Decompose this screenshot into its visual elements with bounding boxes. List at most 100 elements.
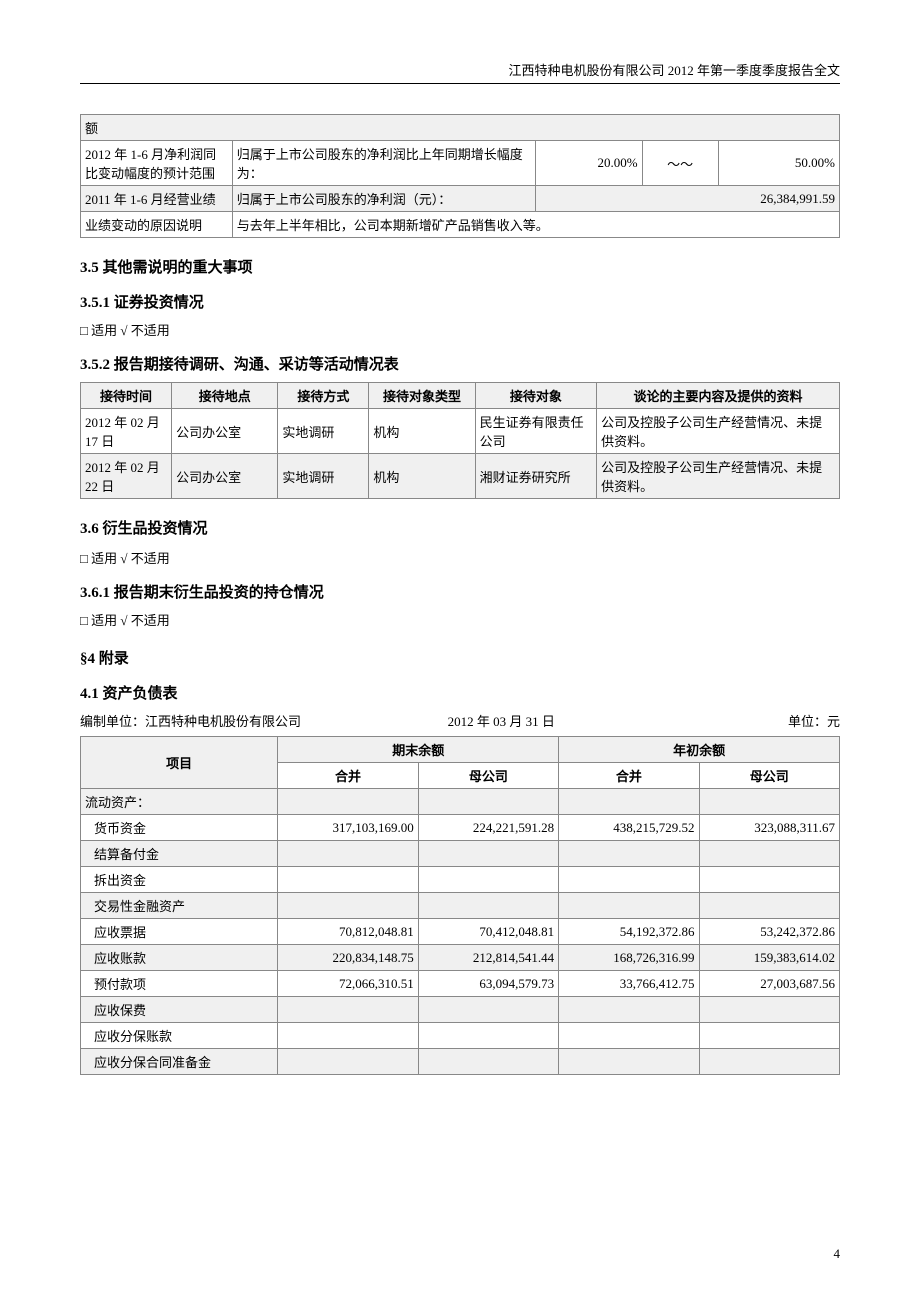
table-row: 应收票据70,812,048.8170,412,048.8154,192,372… bbox=[81, 919, 840, 945]
table-cell bbox=[559, 997, 699, 1023]
table-cell: 33,766,412.75 bbox=[559, 971, 699, 997]
table-row: 货币资金317,103,169.00224,221,591.28438,215,… bbox=[81, 815, 840, 841]
table-row: 交易性金融资产 bbox=[81, 893, 840, 919]
table-cell bbox=[278, 997, 418, 1023]
table-cell: 26,384,991.59 bbox=[536, 186, 840, 212]
table-cell bbox=[418, 841, 558, 867]
table-cell bbox=[559, 893, 699, 919]
table-cell: 20.00% bbox=[536, 141, 642, 186]
summary-table: 额2012 年 1-6 月净利润同比变动幅度的预计范围归属于上市公司股东的净利润… bbox=[80, 114, 840, 238]
section-3-5-2-title: 3.5.2 报告期接待调研、沟通、采访等活动情况表 bbox=[80, 353, 840, 374]
section-4-title: §4 附录 bbox=[80, 647, 840, 668]
table-cell: 公司办公室 bbox=[172, 409, 278, 454]
table-cell bbox=[559, 1023, 699, 1049]
table-cell: 323,088,311.67 bbox=[699, 815, 839, 841]
table-cell: 317,103,169.00 bbox=[278, 815, 418, 841]
bs-col-item: 项目 bbox=[81, 737, 278, 789]
bs-col-end: 期末余额 bbox=[278, 737, 559, 763]
table-cell: 220,834,148.75 bbox=[278, 945, 418, 971]
section-3-5-title: 3.5 其他需说明的重大事项 bbox=[80, 256, 840, 277]
table-cell: 224,221,591.28 bbox=[418, 815, 558, 841]
table-cell: 应收保费 bbox=[81, 997, 278, 1023]
table-cell: 机构 bbox=[369, 409, 475, 454]
bs-col-begin: 年初余额 bbox=[559, 737, 840, 763]
table-cell: 159,383,614.02 bbox=[699, 945, 839, 971]
table-cell bbox=[278, 867, 418, 893]
table-cell: 2012 年 02 月 22 日 bbox=[81, 454, 172, 499]
table-cell bbox=[699, 1023, 839, 1049]
table-cell bbox=[278, 789, 418, 815]
table-cell: ～～ bbox=[642, 141, 718, 186]
section-4-1-title: 4.1 资产负债表 bbox=[80, 682, 840, 703]
table-cell: 预付款项 bbox=[81, 971, 278, 997]
section-3-6-title: 3.6 衍生品投资情况 bbox=[80, 517, 840, 538]
table-header: 谈论的主要内容及提供的资料 bbox=[597, 383, 840, 409]
page-header: 江西特种电机股份有限公司 2012 年第一季度季度报告全文 bbox=[80, 60, 840, 84]
section-3-5-1-title: 3.5.1 证券投资情况 bbox=[80, 291, 840, 312]
table-cell: 212,814,541.44 bbox=[418, 945, 558, 971]
table-row: 额 bbox=[81, 115, 840, 141]
table-cell bbox=[278, 841, 418, 867]
table-header: 接待对象 bbox=[475, 383, 596, 409]
table-row: 2012 年 02 月 17 日公司办公室实地调研机构民生证券有限责任公司公司及… bbox=[81, 409, 840, 454]
table-row: 应收保费 bbox=[81, 997, 840, 1023]
table-cell: 归属于上市公司股东的净利润比上年同期增长幅度为： bbox=[232, 141, 536, 186]
table-header: 接待方式 bbox=[278, 383, 369, 409]
table-cell bbox=[559, 867, 699, 893]
table-cell bbox=[559, 841, 699, 867]
section-3-6-1-title: 3.6.1 报告期末衍生品投资的持仓情况 bbox=[80, 581, 840, 602]
table-row: 结算备付金 bbox=[81, 841, 840, 867]
table-cell: 归属于上市公司股东的净利润（元）： bbox=[232, 186, 536, 212]
table-cell: 63,094,579.73 bbox=[418, 971, 558, 997]
table-cell: 应收分保账款 bbox=[81, 1023, 278, 1049]
bs-unit-right: 单位：元 bbox=[788, 711, 840, 730]
table-row: 预付款项72,066,310.5163,094,579.7333,766,412… bbox=[81, 971, 840, 997]
table-cell bbox=[699, 1049, 839, 1075]
table-cell: 2011 年 1-6 月经营业绩 bbox=[81, 186, 233, 212]
table-cell bbox=[699, 789, 839, 815]
table-cell bbox=[418, 1023, 558, 1049]
table-cell: 货币资金 bbox=[81, 815, 278, 841]
table-cell: 27,003,687.56 bbox=[699, 971, 839, 997]
table-cell: 额 bbox=[81, 115, 840, 141]
page-number: 4 bbox=[834, 1246, 841, 1262]
table-cell bbox=[278, 893, 418, 919]
table-cell: 湘财证券研究所 bbox=[475, 454, 596, 499]
table-cell: 2012 年 02 月 17 日 bbox=[81, 409, 172, 454]
table-cell: 50.00% bbox=[718, 141, 839, 186]
balance-sheet-info: 编制单位：江西特种电机股份有限公司 2012 年 03 月 31 日 单位：元 bbox=[80, 711, 840, 730]
table-row: 应收分保账款 bbox=[81, 1023, 840, 1049]
table-header: 接待时间 bbox=[81, 383, 172, 409]
bs-col-end-parent: 母公司 bbox=[418, 763, 558, 789]
table-row: 2012 年 02 月 22 日公司办公室实地调研机构湘财证券研究所公司及控股子… bbox=[81, 454, 840, 499]
section-3-5-1-note: □ 适用 √ 不适用 bbox=[80, 320, 840, 339]
table-cell bbox=[278, 1023, 418, 1049]
bs-col-begin-cons: 合并 bbox=[559, 763, 699, 789]
table-cell bbox=[699, 841, 839, 867]
table-row: 2012 年 1-6 月净利润同比变动幅度的预计范围归属于上市公司股东的净利润比… bbox=[81, 141, 840, 186]
table-cell: 应收票据 bbox=[81, 919, 278, 945]
table-cell: 流动资产： bbox=[81, 789, 278, 815]
table-cell: 70,412,048.81 bbox=[418, 919, 558, 945]
table-cell bbox=[559, 1049, 699, 1075]
table-cell: 应收分保合同准备金 bbox=[81, 1049, 278, 1075]
table-cell: 2012 年 1-6 月净利润同比变动幅度的预计范围 bbox=[81, 141, 233, 186]
bs-col-end-cons: 合并 bbox=[278, 763, 418, 789]
table-row: 拆出资金 bbox=[81, 867, 840, 893]
table-cell: 168,726,316.99 bbox=[559, 945, 699, 971]
table-cell: 实地调研 bbox=[278, 409, 369, 454]
table-cell bbox=[418, 997, 558, 1023]
table-cell: 54,192,372.86 bbox=[559, 919, 699, 945]
table-cell bbox=[699, 893, 839, 919]
table-cell: 机构 bbox=[369, 454, 475, 499]
visits-table: 接待时间接待地点接待方式接待对象类型接待对象谈论的主要内容及提供的资料 2012… bbox=[80, 382, 840, 499]
section-3-6-1-note: □ 适用 √ 不适用 bbox=[80, 610, 840, 629]
table-cell bbox=[699, 867, 839, 893]
table-cell: 53,242,372.86 bbox=[699, 919, 839, 945]
table-cell bbox=[559, 789, 699, 815]
table-cell: 民生证券有限责任公司 bbox=[475, 409, 596, 454]
table-cell bbox=[278, 1049, 418, 1075]
table-cell: 业绩变动的原因说明 bbox=[81, 212, 233, 238]
table-cell bbox=[418, 867, 558, 893]
balance-sheet-table: 项目 期末余额 年初余额 合并 母公司 合并 母公司 流动资产：货币资金317,… bbox=[80, 736, 840, 1075]
